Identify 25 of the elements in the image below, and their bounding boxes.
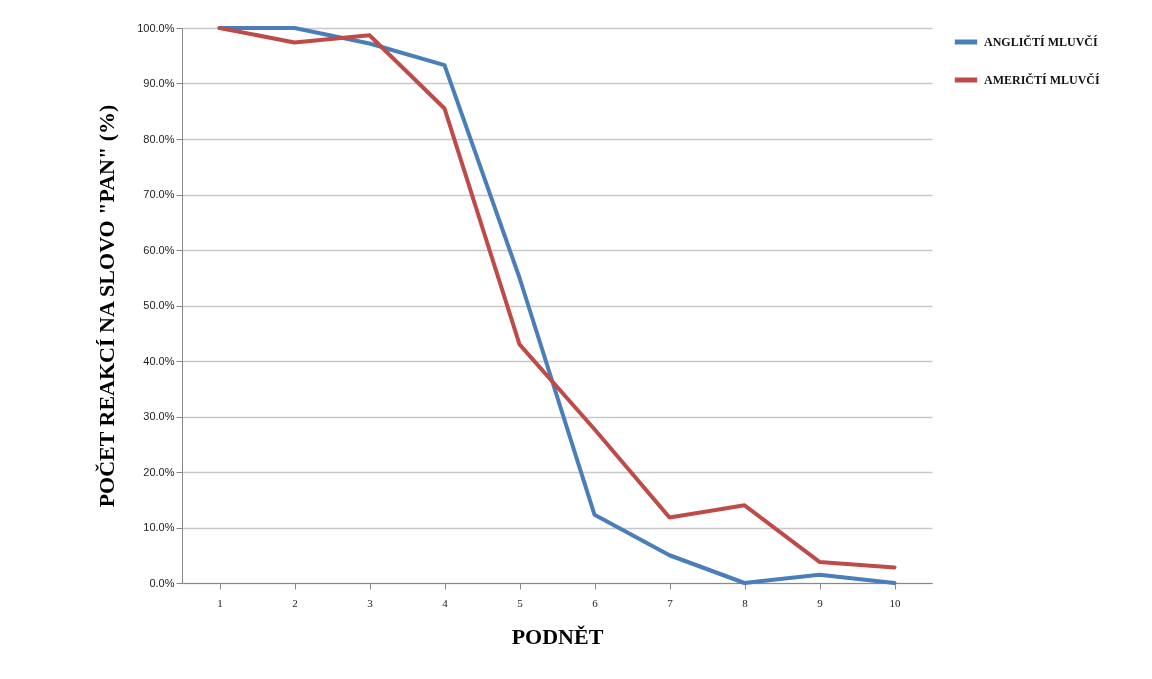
legend-label: ANGLIČTÍ MLUVČÍ bbox=[984, 35, 1099, 49]
x-tick-label: 2 bbox=[292, 596, 298, 609]
y-tick-label: 100.0% bbox=[137, 21, 175, 34]
x-axis-title: PODNĚT bbox=[511, 623, 604, 649]
x-tick-label: 3 bbox=[367, 596, 374, 609]
x-tick-label: 9 bbox=[817, 596, 824, 609]
y-tick-label: 50.0% bbox=[143, 299, 175, 311]
y-axis-title: POČET REAKCÍ NA SLOVO "PAN" (%) bbox=[94, 104, 120, 508]
legend-label: AMERIČTÍ MLUVČÍ bbox=[984, 73, 1100, 87]
y-tick-label: 30.0% bbox=[143, 410, 175, 422]
y-tick-label: 40.0% bbox=[143, 354, 175, 367]
x-tick-label: 10 bbox=[889, 596, 901, 609]
x-tick-label: 5 bbox=[517, 596, 524, 609]
y-tick-label: 20.0% bbox=[143, 465, 175, 478]
x-tick-label: 4 bbox=[442, 596, 449, 609]
y-tick-label: 60.0% bbox=[143, 243, 175, 256]
y-tick-label: 80.0% bbox=[143, 132, 175, 145]
y-tick-label: 70.0% bbox=[143, 188, 175, 200]
y-tick-label: 10.0% bbox=[143, 521, 175, 533]
y-tick-label: 0.0% bbox=[149, 576, 175, 589]
x-tick-label: 8 bbox=[742, 596, 749, 609]
x-tick-label: 1 bbox=[217, 596, 223, 609]
y-tick-label: 90.0% bbox=[143, 77, 175, 89]
x-tick-label: 6 bbox=[592, 596, 599, 609]
x-tick-label: 7 bbox=[667, 596, 674, 609]
